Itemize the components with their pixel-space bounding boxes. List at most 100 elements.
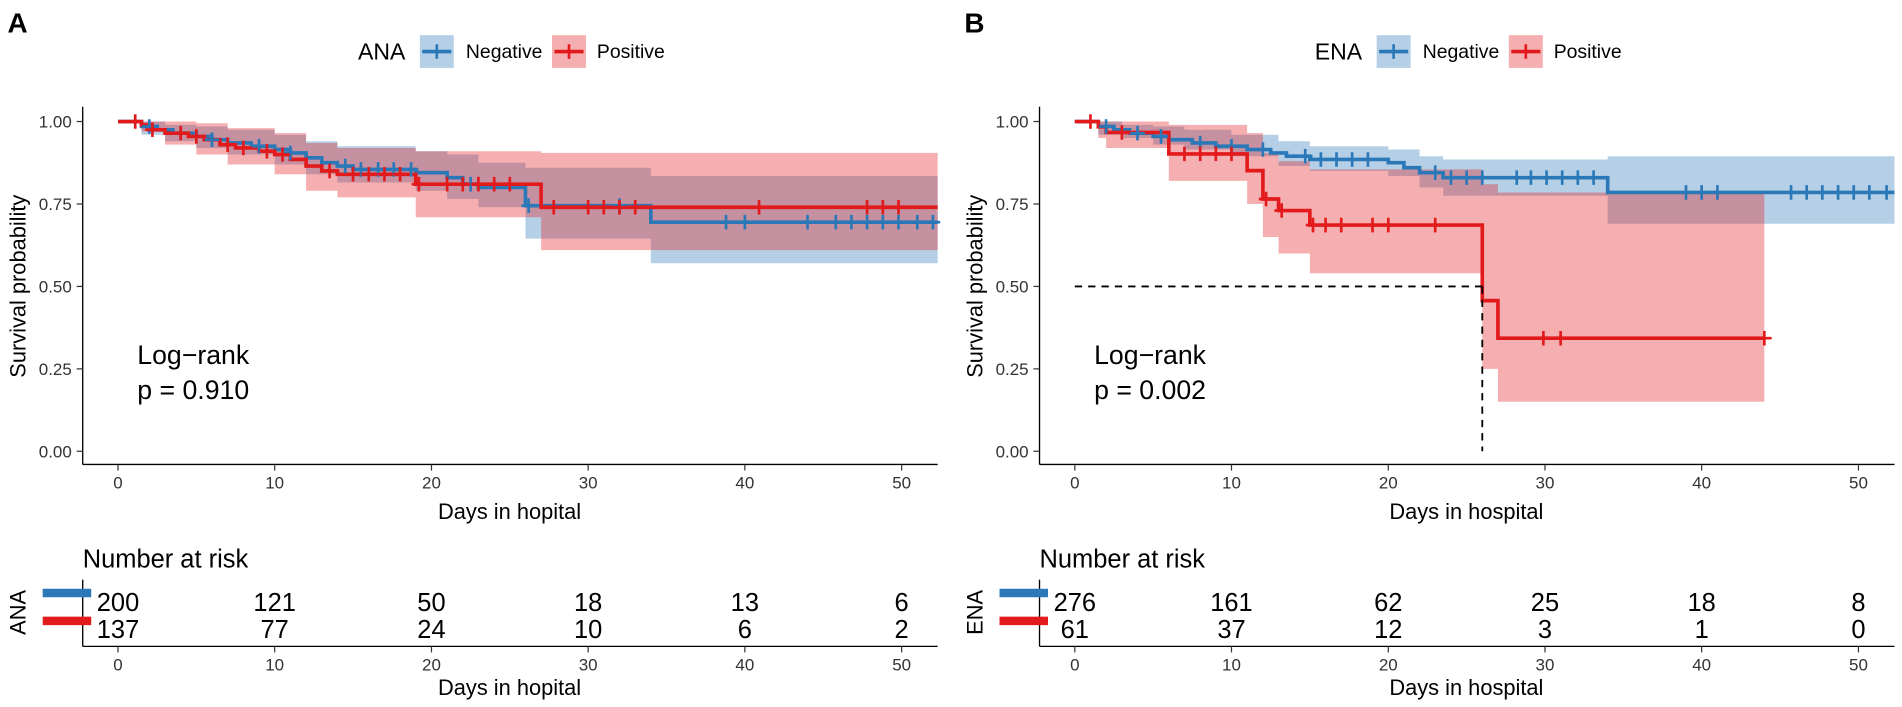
censor-mark-negative [521, 198, 536, 213]
censor-mark-positive [145, 122, 160, 138]
censor-mark-positive [859, 199, 875, 215]
censor-mark-negative [718, 214, 734, 230]
x-tick-label: 0 [113, 474, 122, 493]
censor-mark-positive [751, 199, 767, 215]
x-tick-label: 40 [735, 474, 754, 493]
risk-table-strata-bar-negative [999, 588, 1049, 598]
censor-mark-positive [1553, 330, 1568, 346]
y-tick-label: 0.75 [996, 195, 1029, 214]
legend-label-positive: Positive [1554, 41, 1622, 63]
censor-mark-negative [1799, 185, 1814, 200]
censor-mark-negative [828, 214, 844, 230]
panel-b: B ENA Negative Positive 0.00 0.25 0.50 0.75 1.00… [963, 8, 1895, 700]
at-risk-negative: 62 [1374, 589, 1402, 617]
censor-mark-negative [251, 138, 267, 154]
panel-a: A ANA Negative Positive 0.00 0.25 0.50 0.75 1.00… [6, 8, 941, 700]
censor-mark-negative [1678, 185, 1694, 200]
censor-mark-negative [1815, 185, 1830, 200]
risk-table-strata-label: ANA [6, 590, 31, 635]
x-tick-label: 0 [1070, 474, 1079, 493]
censor-mark-positive [377, 166, 392, 182]
censor-mark-negative [925, 214, 941, 230]
censor-mark-negative [1344, 152, 1360, 167]
censor-mark-negative [1329, 152, 1344, 167]
at-risk-positive: 6 [738, 616, 752, 644]
at-risk-negative: 200 [97, 589, 139, 617]
logrank-p-value: p = 0.910 [137, 375, 249, 405]
censor-mark-negative [1153, 129, 1169, 144]
risk-table-strata-bar-positive [999, 616, 1049, 626]
censor-mark-negative [1360, 152, 1376, 167]
legend-label-negative: Negative [1423, 41, 1500, 63]
censor-mark-positive [455, 176, 471, 192]
censor-mark-negative [1443, 170, 1459, 185]
censor-mark-negative [1459, 170, 1474, 185]
censor-mark-negative [337, 158, 353, 174]
censor-mark-positive [546, 199, 561, 215]
censor-mark-negative [1879, 185, 1894, 200]
censor-mark-positive [259, 143, 275, 159]
logrank-label: Log−rank [1094, 340, 1207, 370]
at-risk-negative: 18 [574, 589, 602, 617]
censor-mark-positive [220, 137, 235, 152]
censor-mark-negative [859, 214, 875, 230]
x-tick-label: 10 [1222, 474, 1241, 493]
at-risk-negative: 121 [253, 589, 295, 617]
risk-table-x-tick-label: 0 [1070, 656, 1079, 675]
x-axis-title: Days in hospital [1389, 499, 1543, 524]
censor-mark-positive [236, 140, 251, 156]
censor-mark-positive [1224, 146, 1239, 162]
risk-table-strata-bar-positive [42, 616, 92, 626]
censor-mark-negative [403, 162, 419, 177]
censor-mark-positive [612, 199, 627, 215]
censor-mark-positive [1274, 203, 1289, 218]
censor-mark-negative [1313, 152, 1329, 167]
censor-mark-negative [1475, 170, 1490, 185]
censor-mark-positive [1083, 114, 1098, 129]
ci-band-negative [1074, 121, 1895, 224]
at-risk-positive: 0 [1851, 616, 1865, 644]
censor-mark-negative [910, 214, 925, 230]
censor-mark-positive [1305, 217, 1321, 233]
y-tick-label: 0.50 [996, 278, 1029, 297]
risk-table-x-tick-label: 0 [113, 656, 122, 675]
at-risk-positive: 12 [1374, 616, 1402, 644]
x-tick-label: 20 [1379, 474, 1398, 493]
x-tick-label: 20 [422, 474, 441, 493]
x-tick-label: 50 [892, 474, 911, 493]
at-risk-negative: 13 [731, 589, 759, 617]
risk-table-x-tick-label: 50 [1849, 656, 1868, 675]
x-tick-label: 30 [1536, 474, 1555, 493]
risk-table-x-tick-label: 20 [422, 656, 441, 675]
censor-mark-negative [891, 214, 906, 230]
censor-mark-positive [361, 166, 377, 182]
at-risk-negative: 161 [1210, 589, 1252, 617]
risk-table-x-tick-label: 30 [579, 656, 598, 675]
censor-mark-positive [1258, 191, 1274, 207]
risk-table-x-tick-label: 20 [1379, 656, 1398, 675]
censor-mark-negative [1830, 185, 1846, 200]
at-risk-positive: 3 [1538, 616, 1552, 644]
y-tick-label: 0.00 [996, 442, 1029, 461]
legend-key-positive [552, 35, 586, 68]
y-tick-label: 1.00 [39, 113, 72, 132]
censor-mark-positive [1536, 330, 1551, 346]
censor-mark-positive [322, 163, 337, 179]
censor-mark-negative [1509, 170, 1524, 185]
censor-mark-negative [1694, 185, 1709, 200]
censor-mark-positive [486, 176, 502, 192]
at-risk-positive: 1 [1695, 616, 1709, 644]
panel-label: B [964, 8, 984, 39]
y-axis-title: Survival probability [6, 195, 31, 378]
censor-mark-negative [283, 145, 298, 161]
at-risk-positive: 37 [1217, 616, 1245, 644]
x-tick-label: 30 [579, 474, 598, 493]
legend-key-positive [1508, 35, 1543, 68]
at-risk-negative: 8 [1851, 589, 1865, 617]
legend: ENA Negative Positive [1315, 35, 1622, 68]
risk-table-title: Number at risk [1040, 546, 1206, 574]
risk-table-x-axis-title: Days in hopital [438, 675, 581, 700]
